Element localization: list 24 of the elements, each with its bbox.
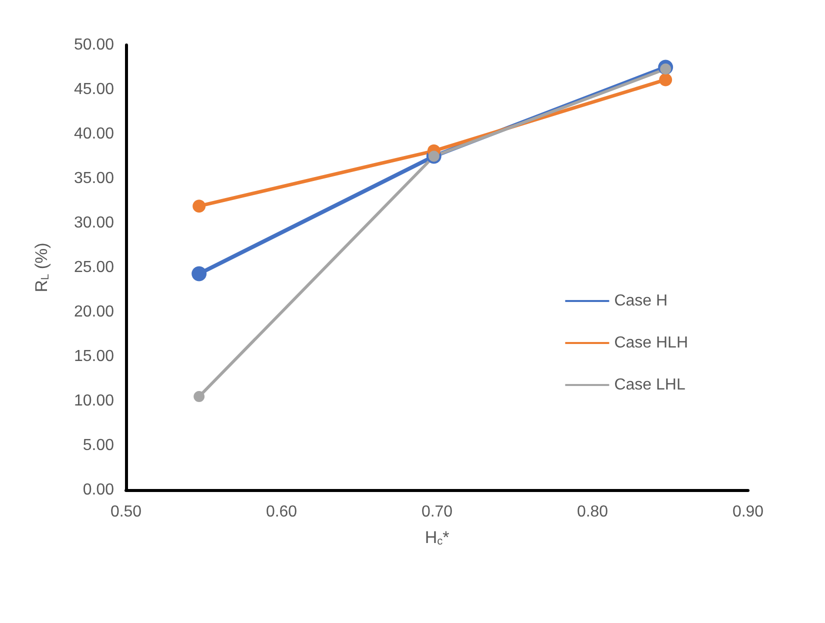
y-tick-label: 10.00 [74, 392, 114, 410]
x-tick-label: 0.80 [576, 504, 608, 520]
x-tick-label: 0.90 [732, 504, 764, 520]
legend-label: Case LHL [614, 376, 686, 394]
y-tick-label: 35.00 [74, 170, 114, 187]
point [192, 200, 206, 213]
x-tick-label: 0.60 [266, 504, 298, 520]
legend-label: Case H [614, 292, 668, 310]
y-tick-label: 20.00 [74, 304, 114, 320]
x-tick-label: 0.50 [110, 504, 142, 520]
y-tick-label: 15.00 [74, 348, 114, 365]
y-axis-title: RL (%) [32, 242, 52, 292]
y-tick-label: 50.00 [74, 36, 114, 54]
point [194, 391, 205, 402]
y-tick-label: 0.00 [82, 482, 114, 498]
y-tick-label: 25.00 [74, 259, 114, 276]
x-tick-label: 0.70 [421, 504, 453, 520]
legend-label: Case HLH [614, 334, 688, 352]
point [192, 266, 207, 282]
y-tick-label: 40.00 [74, 126, 114, 142]
y-tick-label: 5.00 [82, 437, 114, 454]
y-tick-label: 30.00 [74, 214, 114, 232]
y-tick-label: 45.00 [74, 81, 114, 98]
point [659, 73, 672, 86]
